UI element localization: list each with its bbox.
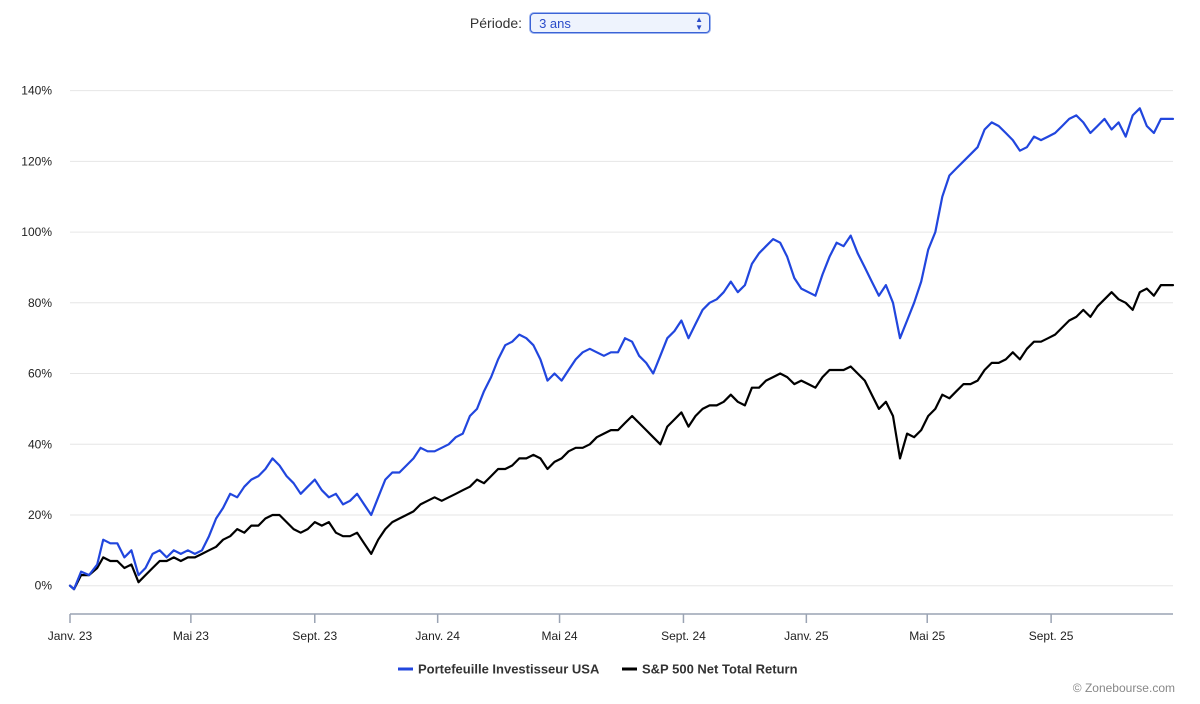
legend[interactable]: Portefeuille Investisseur USA S&P 500 Net… [398,662,798,677]
period-select[interactable]: 3 ans ▲ ▼ [530,13,711,33]
y-tick-label: 40% [28,437,52,451]
x-axis: Janv. 23 Mai 23 Sept. 23 Janv. 24 Mai 24 Sept… [48,613,1173,643]
period-label: Période: [469,15,523,31]
y-tick-label: 20% [28,508,52,522]
legend-item[interactable]: Portefeuille Investisseur USA [398,662,600,677]
grid-lines [70,90,1173,587]
x-tick-label: Janv. 25 [784,629,829,643]
x-tick-label: Sept. 24 [661,629,706,643]
legend-item[interactable]: S&P 500 Net Total Return [622,662,798,677]
x-tick-label: Mai 24 [542,629,578,643]
legend-label: Portefeuille Investisseur USA [418,662,600,677]
series-line-portfolio [68,107,1175,591]
x-tick-label: Mai 23 [173,629,209,643]
x-tick-label: Mai 25 [909,629,945,643]
series-line-sp500 [68,284,1175,591]
legend-label: S&P 500 Net Total Return [642,662,798,677]
credit-text: © Zonebourse.com [1072,681,1175,695]
y-axis-tick-labels: 0% 20% 40% 60% 80% 100% 120% 140% [21,84,52,593]
y-tick-label: 120% [21,154,52,168]
x-tick-label: Sept. 23 [292,629,337,643]
y-tick-label: 0% [35,579,53,593]
x-tick-label: Janv. 23 [48,629,93,643]
y-tick-label: 80% [28,296,52,310]
period-select-value: 3 ans [539,16,571,31]
period-selector-bar: Période: 3 ans ▲ ▼ [0,11,1200,35]
series-lines [68,107,1175,591]
y-tick-label: 140% [21,84,52,98]
y-tick-label: 100% [21,225,52,239]
y-tick-label: 60% [28,367,52,381]
select-arrows-icon: ▲ ▼ [695,15,704,32]
x-tick-label: Sept. 25 [1029,629,1074,643]
x-tick-label: Janv. 24 [415,629,460,643]
